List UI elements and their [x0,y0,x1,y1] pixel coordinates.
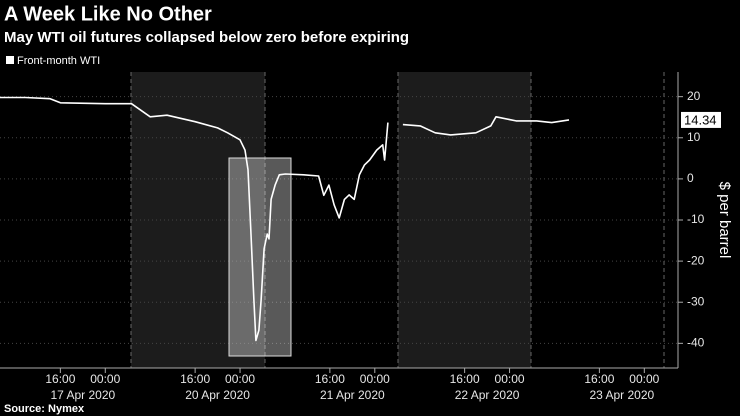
x-tick-label: 00:00 [90,372,120,386]
y-tick-label: -30 [687,294,705,308]
y-tick-label: -40 [687,336,705,350]
session-band [131,72,265,368]
y-tick-label: 20 [687,89,701,103]
date-label: 17 Apr 2020 [50,388,115,402]
source: Source: Nymex [4,403,85,415]
y-tick-label: 10 [687,130,701,144]
highlight-box [228,157,292,357]
date-label: 23 Apr 2020 [589,388,654,402]
chart-title: A Week Like No Other [4,3,212,25]
x-tick-label: 00:00 [629,372,659,386]
y-axis-label: $ per barrel [716,182,733,259]
x-tick-label: 16:00 [450,372,480,386]
x-tick-label: 16:00 [45,372,75,386]
y-tick-label: -20 [687,253,705,267]
y-tick-label: 0 [687,171,694,185]
legend-swatch [6,56,14,64]
x-tick-label: 00:00 [225,372,255,386]
chart-subtitle: May WTI oil futures collapsed below zero… [4,29,409,46]
date-label: 21 Apr 2020 [320,388,385,402]
x-tick-label: 16:00 [584,372,614,386]
date-label: 20 Apr 2020 [185,388,250,402]
last-value-label: 14.34 [684,112,717,127]
x-tick-label: 00:00 [495,372,525,386]
y-tick-label: -10 [687,212,705,226]
x-tick-label: 16:00 [180,372,210,386]
legend-label: Front-month WTI [17,55,100,67]
x-tick-label: 16:00 [315,372,345,386]
last-value-box [681,111,721,128]
date-label: 22 Apr 2020 [455,388,520,402]
series-line [0,96,570,342]
x-tick-label: 00:00 [360,372,390,386]
